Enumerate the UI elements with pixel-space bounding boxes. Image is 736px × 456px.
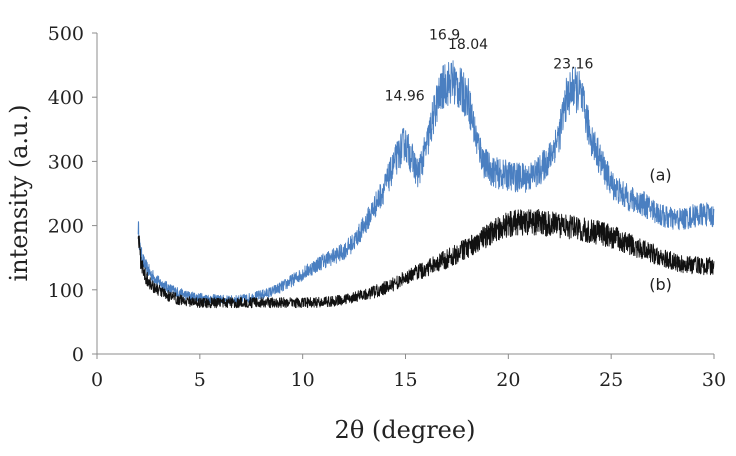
annotation-layer: 14.96 16.918.04 23.16 (a) (b) (385, 27, 672, 293)
y-tick-label: 400 (48, 87, 84, 109)
y-tick-label: 300 (48, 151, 84, 173)
y-tick-label: 100 (48, 280, 84, 302)
series-line-b (137, 208, 715, 309)
peak-label: 14.96 (385, 88, 425, 104)
x-tick-label: 10 (291, 369, 315, 391)
series-label-a: (a) (649, 166, 671, 185)
y-tick-label: 0 (72, 344, 84, 366)
series-layer (137, 60, 715, 309)
y-tick-label: 500 (48, 23, 84, 45)
x-tick-label: 0 (91, 369, 103, 391)
peak-label: 16.9 (429, 27, 460, 43)
y-tick-label: 200 (48, 216, 84, 238)
x-axis-title: 2θ (degree) (335, 416, 476, 444)
x-tick-label: 5 (194, 369, 206, 391)
peak-label: 23.16 (553, 56, 593, 72)
x-tick-label: 25 (599, 369, 623, 391)
x-tick-label: 20 (496, 369, 520, 391)
x-tick-label: 30 (702, 369, 726, 391)
peak-label: 18.04 (448, 37, 488, 53)
series-label-b: (b) (649, 275, 672, 294)
y-axis-title: intensity (a.u.) (5, 104, 33, 281)
x-tick-label: 15 (393, 369, 417, 391)
